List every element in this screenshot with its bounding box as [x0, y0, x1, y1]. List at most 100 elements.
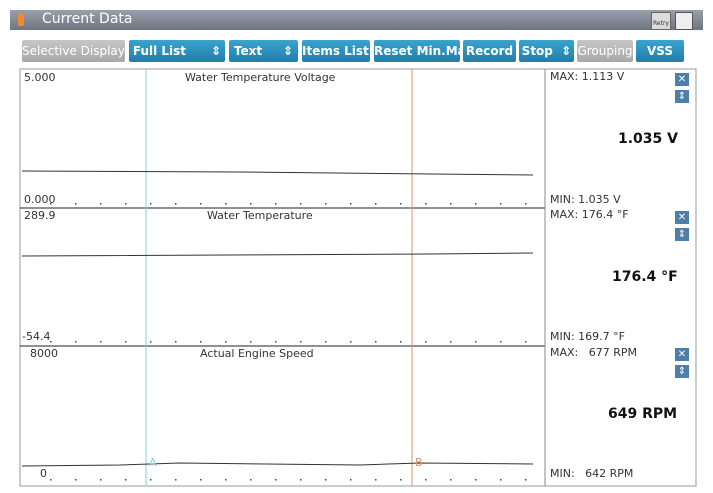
tick-dot: [175, 203, 177, 205]
trace: [21, 252, 534, 257]
max-value: MAX: 176.4 °F: [550, 208, 629, 221]
tick-dot: [275, 203, 277, 205]
selective-display-button[interactable]: Selective Display ⇕: [22, 40, 139, 62]
tick-dot: [150, 341, 152, 343]
close-button[interactable]: ✕: [675, 73, 689, 86]
expand-button[interactable]: ⇕: [675, 228, 689, 241]
tick-dot: [250, 479, 252, 481]
axis-max: 8000: [30, 347, 58, 360]
tick-dot: [525, 341, 527, 343]
tick-dot: [100, 479, 102, 481]
tick-dot: [525, 479, 527, 481]
menu-button[interactable]: [675, 12, 693, 30]
trace: [21, 170, 534, 176]
tick-dot: [450, 341, 452, 343]
tick-dot: [200, 203, 202, 205]
tick-dot: [375, 479, 377, 481]
tick-dot: [75, 203, 77, 205]
tick-dot: [150, 203, 152, 205]
tick-dot: [400, 479, 402, 481]
tick-dot: [425, 479, 427, 481]
tick-dot: [275, 341, 277, 343]
axis-min: 0.000: [24, 193, 56, 206]
tick-dot: [75, 341, 77, 343]
tick-dot: [325, 203, 327, 205]
cursor-b-label: B: [415, 456, 423, 469]
title-bar: Current Data Retry: [10, 10, 703, 30]
tick-dot: [425, 203, 427, 205]
tick-dot: [375, 203, 377, 205]
tick-dot: [200, 341, 202, 343]
tick-dot: [450, 479, 452, 481]
axis-min: -54.4: [22, 330, 51, 343]
tick-dot: [500, 203, 502, 205]
trace: [21, 462, 534, 467]
tick-dot: [125, 479, 127, 481]
min-value: MIN: 642 RPM: [550, 467, 634, 480]
tick-dot: [500, 341, 502, 343]
stop-button[interactable]: Stop ⇕: [519, 40, 574, 62]
tick-dot: [350, 479, 352, 481]
text-button[interactable]: Text ⇕: [229, 40, 298, 62]
tick-dot: [475, 203, 477, 205]
min-value: MIN: 1.035 V: [550, 193, 621, 206]
max-value: MAX: 1.113 V: [550, 70, 625, 83]
tick-dot: [425, 341, 427, 343]
tick-dot: [175, 341, 177, 343]
reset-button[interactable]: Reset Min.Max: [374, 40, 474, 62]
current-value: 649 RPM: [608, 406, 678, 422]
tick-dot: [475, 341, 477, 343]
panel-name: Actual Engine Speed: [200, 347, 314, 360]
expand-button[interactable]: ⇕: [675, 90, 689, 103]
tick-dot: [125, 203, 127, 205]
tick-dot: [150, 479, 152, 481]
axis-max: 289.9: [24, 209, 56, 222]
current-value: 1.035 V: [618, 131, 678, 147]
record-button[interactable]: Record: [463, 40, 516, 62]
tick-dot: [400, 203, 402, 205]
tick-dot: [225, 203, 227, 205]
tick-dot: [100, 341, 102, 343]
tick-dot: [225, 341, 227, 343]
axis-ticks: [50, 203, 527, 481]
panel-name: Water Temperature Voltage: [185, 71, 336, 84]
tick-dot: [200, 479, 202, 481]
tick-dot: [500, 479, 502, 481]
tick-dot: [50, 203, 52, 205]
tick-dot: [175, 479, 177, 481]
close-button[interactable]: ✕: [675, 348, 689, 361]
cursor-a-label: A: [149, 456, 157, 469]
panel-name: Water Temperature: [207, 209, 313, 222]
tick-dot: [450, 203, 452, 205]
expand-button[interactable]: ⇕: [675, 365, 689, 378]
tick-dot: [375, 341, 377, 343]
tick-dot: [50, 479, 52, 481]
tick-dot: [75, 479, 77, 481]
tick-dot: [225, 479, 227, 481]
tick-dot: [125, 341, 127, 343]
tick-dot: [325, 341, 327, 343]
tick-dot: [400, 341, 402, 343]
title-icon: [18, 14, 24, 26]
full-list-button[interactable]: Full List ⇕: [129, 40, 225, 62]
tick-dot: [300, 479, 302, 481]
tick-dot: [275, 479, 277, 481]
tick-dot: [475, 479, 477, 481]
axis-min: 0: [40, 467, 47, 480]
grouping-button[interactable]: Grouping: [577, 40, 633, 62]
close-button[interactable]: ✕: [675, 211, 689, 224]
tick-dot: [50, 341, 52, 343]
tick-dot: [250, 203, 252, 205]
tick-dot: [350, 203, 352, 205]
vss-button[interactable]: VSS: [636, 40, 684, 62]
axis-max: 5.000: [24, 71, 56, 84]
min-value: MIN: 169.7 °F: [550, 330, 625, 343]
tick-dot: [325, 479, 327, 481]
current-value: 176.4 °F: [612, 269, 678, 285]
tick-dot: [525, 203, 527, 205]
retry-button[interactable]: Retry: [651, 12, 671, 30]
tick-dot: [250, 341, 252, 343]
tick-dot: [350, 341, 352, 343]
